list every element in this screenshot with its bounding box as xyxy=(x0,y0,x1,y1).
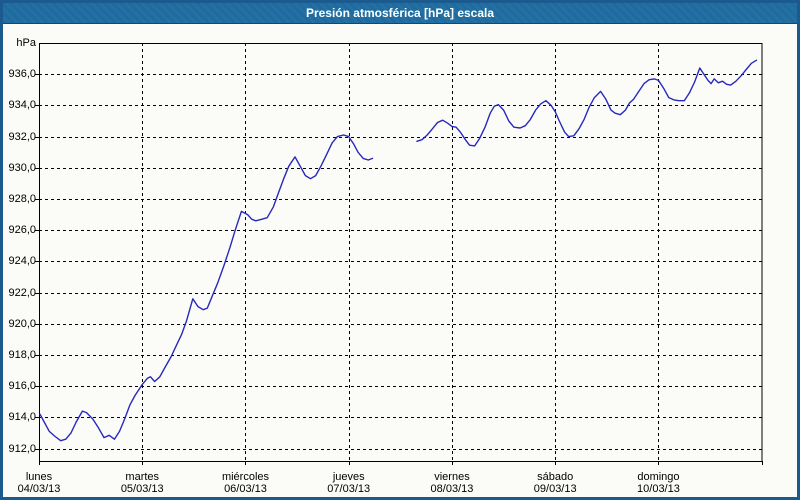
y-tick-label: 912,0 xyxy=(8,442,36,455)
y-tick-label: 922,0 xyxy=(8,286,36,299)
x-tick-day-label: lunes xyxy=(25,471,53,483)
y-tick-label: 930,0 xyxy=(8,161,36,174)
y-tick-label: 926,0 xyxy=(8,224,36,237)
x-tick-date-label: 06/03/13 xyxy=(224,483,267,495)
x-tick-date-label: 09/03/13 xyxy=(533,483,577,495)
y-tick-label: 934,0 xyxy=(8,99,36,112)
pressure-series-line xyxy=(416,59,758,147)
y-tick-label: 924,0 xyxy=(8,255,36,268)
x-tick-date-label: 07/03/13 xyxy=(327,483,371,495)
x-tick-date-label: 10/03/13 xyxy=(637,483,680,495)
x-tick-day-label: sábado xyxy=(537,471,574,483)
title-bar: Presión atmosférica [hPa] escala xyxy=(3,3,797,24)
x-tick-day-label: miércoles xyxy=(221,471,270,483)
x-tick-day-label: jueves xyxy=(332,471,365,483)
x-tick-date-label: 05/03/13 xyxy=(120,483,164,495)
x-tick-date-label: 08/03/13 xyxy=(430,483,474,495)
y-tick-label: 936,0 xyxy=(8,68,36,81)
x-tick-day-label: domingo xyxy=(637,471,680,483)
y-tick-label: 918,0 xyxy=(8,348,36,361)
pressure-series-line xyxy=(39,134,374,442)
pressure-line-chart[interactable] xyxy=(3,24,797,497)
x-tick-day-label: martes xyxy=(125,471,160,483)
x-tick-date-label: 04/03/13 xyxy=(17,483,61,495)
x-tick-day-label: viernes xyxy=(434,471,470,483)
window-title: Presión atmosférica [hPa] escala xyxy=(305,6,495,20)
y-tick-label: 932,0 xyxy=(8,130,36,143)
y-axis-unit-label: hPa xyxy=(16,37,36,49)
y-tick-label: 914,0 xyxy=(8,411,36,424)
y-tick-label: 928,0 xyxy=(8,192,36,205)
y-tick-label: 916,0 xyxy=(8,380,36,393)
y-tick-label: 920,0 xyxy=(8,317,36,330)
chart-panel: hPa 912,0 914,0 916,0 918,0 920,0 922,0 924,0 9… xyxy=(3,24,797,497)
plot-border xyxy=(39,43,763,462)
